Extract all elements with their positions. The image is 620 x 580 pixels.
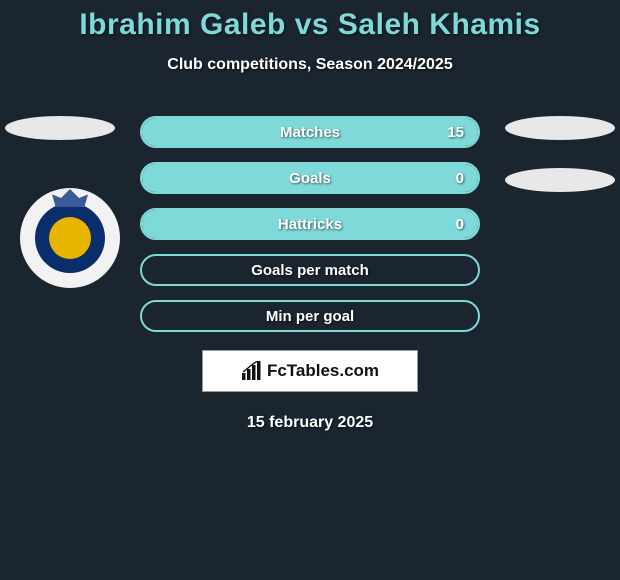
stat-bar-min-per-goal: Min per goal [140,300,480,332]
stat-label: Hattricks [278,216,342,233]
stat-bar-matches: Matches 15 [140,116,480,148]
club-logo-inner [35,203,105,273]
stat-bar-goals-per-match: Goals per match [140,254,480,286]
stat-label: Matches [280,124,340,141]
stat-bar-goals: Goals 0 [140,162,480,194]
page-title: Ibrahim Galeb vs Saleh Khamis [0,8,620,42]
player-photo-placeholder-right-1 [505,116,615,140]
club-logo [20,188,120,288]
stat-label: Goals per match [251,262,369,279]
globe-icon [49,217,91,259]
club-logo-outer [20,188,120,288]
brand-box: FcTables.com [202,350,418,392]
stats-area: Matches 15 Goals 0 Hattricks 0 Goals per… [0,116,620,432]
infographic-container: Ibrahim Galeb vs Saleh Khamis Club compe… [0,0,620,432]
date-text: 15 february 2025 [0,414,620,432]
stat-label: Goals [289,170,331,187]
brand-text: FcTables.com [267,361,379,381]
stat-right-value: 0 [456,170,464,187]
player-photo-placeholder-right-2 [505,168,615,192]
crown-icon [52,189,88,207]
stat-bar-hattricks: Hattricks 0 [140,208,480,240]
player-photo-placeholder-left [5,116,115,140]
bar-chart-icon [241,361,263,381]
stat-right-value: 15 [447,124,464,141]
page-subtitle: Club competitions, Season 2024/2025 [0,56,620,74]
stat-label: Min per goal [266,308,354,325]
stat-right-value: 0 [456,216,464,233]
stat-bars: Matches 15 Goals 0 Hattricks 0 Goals per… [140,116,480,332]
